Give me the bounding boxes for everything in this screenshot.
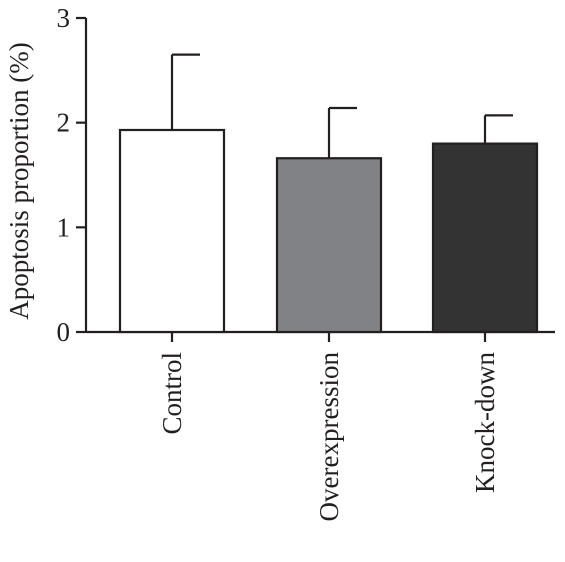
y-tick-label: 1: [57, 212, 71, 242]
bar-control: [118, 128, 226, 334]
bar-overexpression: [275, 157, 383, 334]
x-tick-label: Control: [157, 352, 187, 435]
y-ticks: 0 1 2 3: [57, 3, 86, 347]
bar-knock-down: [431, 142, 539, 334]
bars: [118, 53, 539, 334]
y-tick-label: 0: [57, 317, 71, 347]
y-tick-label: 3: [57, 3, 71, 33]
x-tick-label: Overexpression: [314, 352, 344, 522]
y-axis-label: Apoptosis proportion (%): [4, 42, 34, 319]
y-tick-label: 2: [57, 108, 71, 138]
x-tick-label: Knock-down: [470, 352, 500, 493]
x-ticks: Control Overexpression Knock-down: [157, 332, 500, 521]
